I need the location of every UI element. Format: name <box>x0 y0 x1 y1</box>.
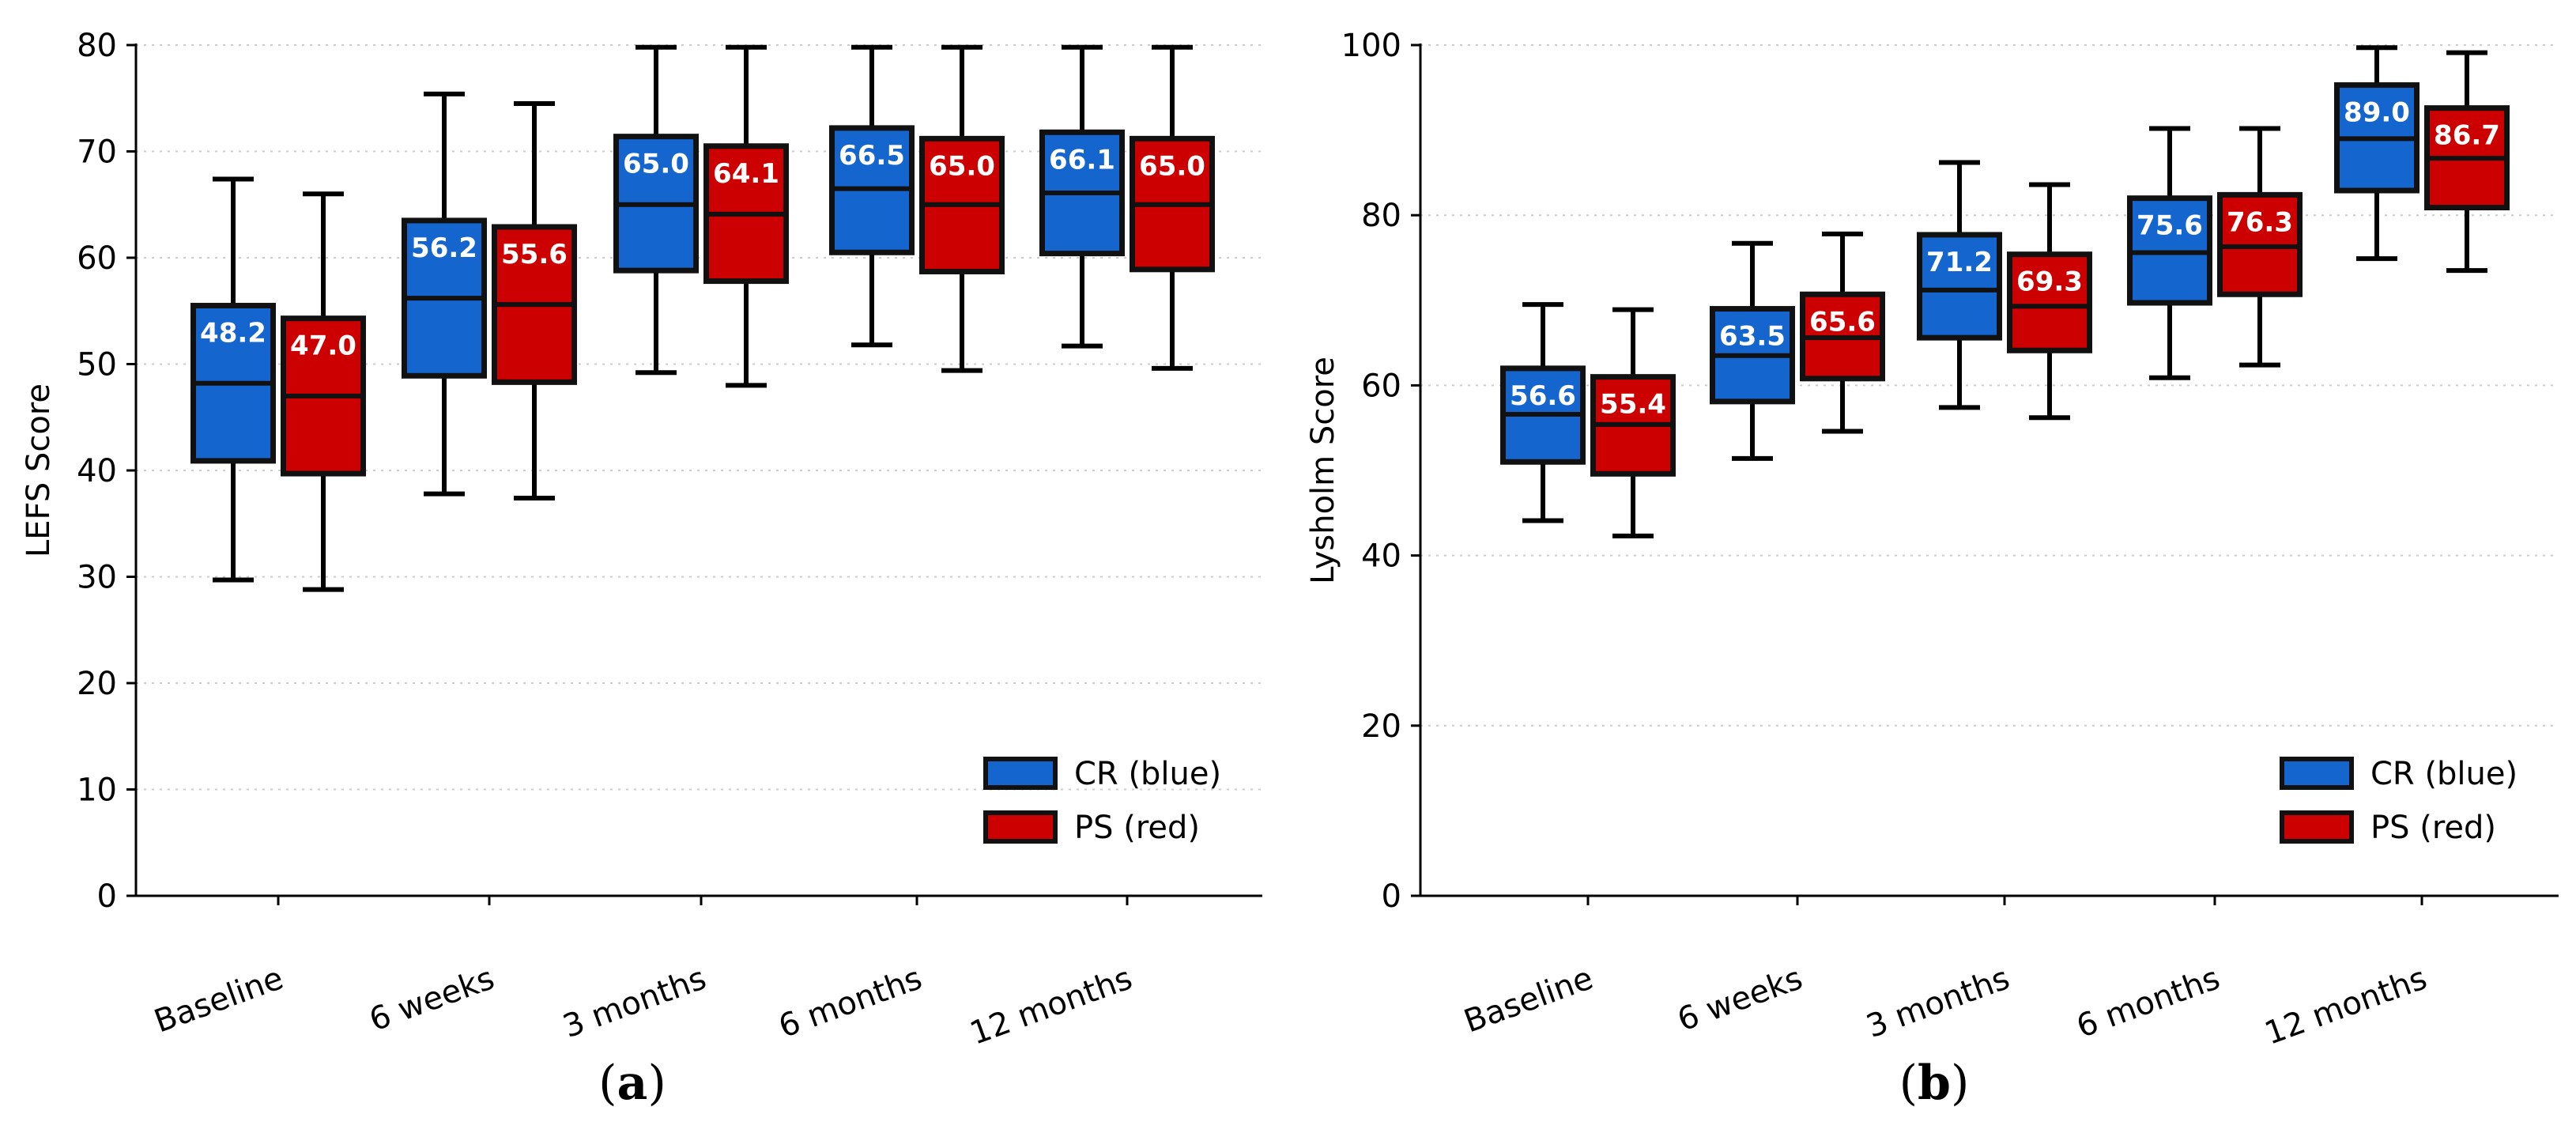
legend-swatch <box>983 757 1058 790</box>
median-value-label: 63.5 <box>1719 321 1786 353</box>
median-value-label: 56.6 <box>1510 380 1576 412</box>
panel-label-part: ) <box>1951 1056 1969 1111</box>
median-value-label: 66.1 <box>1049 144 1115 176</box>
median-value-label: 89.0 <box>2344 97 2410 129</box>
median-value-label: 48.2 <box>200 318 266 349</box>
legend-item-cr: CR (blue) <box>2280 756 2518 792</box>
legend-item-cr: CR (blue) <box>983 756 1221 792</box>
chart-panel-b: 0 20 40 60 80 100 Lysholm Score Baseline 6 weeks… <box>1305 28 2559 1111</box>
panel-label: (a) <box>598 1056 666 1111</box>
y-tick-label: 40 <box>1361 538 1401 575</box>
y-axis-label: Lysholm Score <box>1305 357 1341 584</box>
x-tick-label: 12 months <box>965 960 1137 1052</box>
legend-label: CR (blue) <box>2370 756 2518 792</box>
y-tick-label: 40 <box>77 453 117 489</box>
y-tick-label: 30 <box>77 560 117 596</box>
legend-label: PS (red) <box>1074 810 1200 846</box>
box-ps-1: 55.6 <box>492 100 577 500</box>
median-value-label: 66.5 <box>839 140 905 172</box>
box-cr-1: 63.5 <box>1710 240 1795 461</box>
box-cr-3: 66.5 <box>829 44 915 348</box>
median-value-label: 86.7 <box>2434 120 2500 152</box>
box-ps-1: 65.6 <box>1800 231 1885 434</box>
y-tick-label: 20 <box>1361 708 1401 745</box>
x-tick-label: 6 weeks <box>364 960 499 1038</box>
y-tick-label: 60 <box>1361 368 1401 404</box>
y-axis-label: LEFS Score <box>21 383 57 557</box>
box-ps-4: 86.7 <box>2424 50 2510 274</box>
legend-label: CR (blue) <box>1074 756 1221 792</box>
legend-swatch <box>983 810 1058 844</box>
box-ps-2: 69.3 <box>2007 182 2092 421</box>
median-value-label: 65.6 <box>1809 306 1876 338</box>
box-ps-4: 65.0 <box>1130 44 1215 371</box>
y-tick-label: 60 <box>77 240 117 277</box>
legend-item-ps: PS (red) <box>2280 810 2496 846</box>
median-value-label: 65.0 <box>623 149 689 180</box>
y-tick-label: 10 <box>77 772 117 809</box>
y-tick-label: 80 <box>1361 198 1401 234</box>
x-tick-label: 6 months <box>2072 960 2224 1045</box>
median-value-label: 76.3 <box>2227 206 2293 238</box>
panel-label-part: ( <box>598 1056 617 1111</box>
box-cr-1: 56.2 <box>402 91 487 497</box>
legend-label: PS (red) <box>2370 810 2496 846</box>
legend-item-ps: PS (red) <box>983 810 1200 846</box>
x-tick-label: 3 months <box>1861 960 2014 1045</box>
y-tick-label: 70 <box>77 134 117 171</box>
median-value-label: 56.2 <box>411 232 477 264</box>
box-cr-4: 89.0 <box>2334 45 2419 262</box>
box-ps-3: 76.3 <box>2217 126 2303 368</box>
median-value-label: 64.1 <box>713 158 779 190</box>
median-value-label: 71.2 <box>1926 247 1993 278</box>
y-tick-label: 100 <box>1341 28 1401 64</box>
panel-label-part: ( <box>1899 1056 1918 1111</box>
x-tick-label: Baseline <box>1459 960 1597 1040</box>
box-cr-2: 71.2 <box>1917 160 2002 410</box>
y-tick-label: 80 <box>77 28 117 64</box>
x-tick-label: 3 months <box>558 960 711 1045</box>
x-tick-label: 6 weeks <box>1673 960 1807 1038</box>
box-cr-0: 56.6 <box>1500 302 1586 523</box>
median-value-label: 69.3 <box>2016 266 2083 298</box>
box-cr-0: 48.2 <box>190 176 276 583</box>
panel-label-part: b <box>1918 1056 1951 1111</box>
y-tick-label: 0 <box>97 878 117 915</box>
y-tick-label: 0 <box>1382 878 1401 915</box>
panel-label: (b) <box>1899 1056 1970 1111</box>
median-value-label: 65.0 <box>1139 150 1205 182</box>
median-value-label: 65.0 <box>929 150 995 182</box>
box-cr-4: 66.1 <box>1039 44 1125 349</box>
x-tick-label: 6 months <box>774 960 926 1045</box>
iqr-box <box>2007 251 2092 353</box>
x-tick-label: 12 months <box>2260 960 2431 1052</box>
box-ps-3: 65.0 <box>919 44 1005 373</box>
box-cr-3: 75.6 <box>2127 126 2212 380</box>
y-tick-label: 50 <box>77 347 117 383</box>
panel-label-part: a <box>617 1056 648 1111</box>
x-tick-label: Baseline <box>149 960 288 1040</box>
iqr-box <box>1917 232 2002 341</box>
panel-label-part: ) <box>647 1056 666 1111</box>
median-value-label: 75.6 <box>2137 210 2203 242</box>
box-ps-2: 64.1 <box>703 44 789 388</box>
median-value-label: 47.0 <box>290 330 356 362</box>
box-ps-0: 55.4 <box>1590 307 1676 538</box>
box-ps-0: 47.0 <box>281 191 366 592</box>
median-value-label: 55.6 <box>501 239 568 270</box>
box-cr-2: 65.0 <box>613 44 699 376</box>
chart-panel-a: 0 10 20 30 40 50 60 70 80 LEFS Score Baseline 6 wee… <box>21 28 1262 1111</box>
legend-swatch <box>2280 810 2354 844</box>
legend-swatch <box>2280 757 2354 790</box>
median-value-label: 55.4 <box>1600 389 1666 421</box>
y-tick-label: 20 <box>77 666 117 702</box>
